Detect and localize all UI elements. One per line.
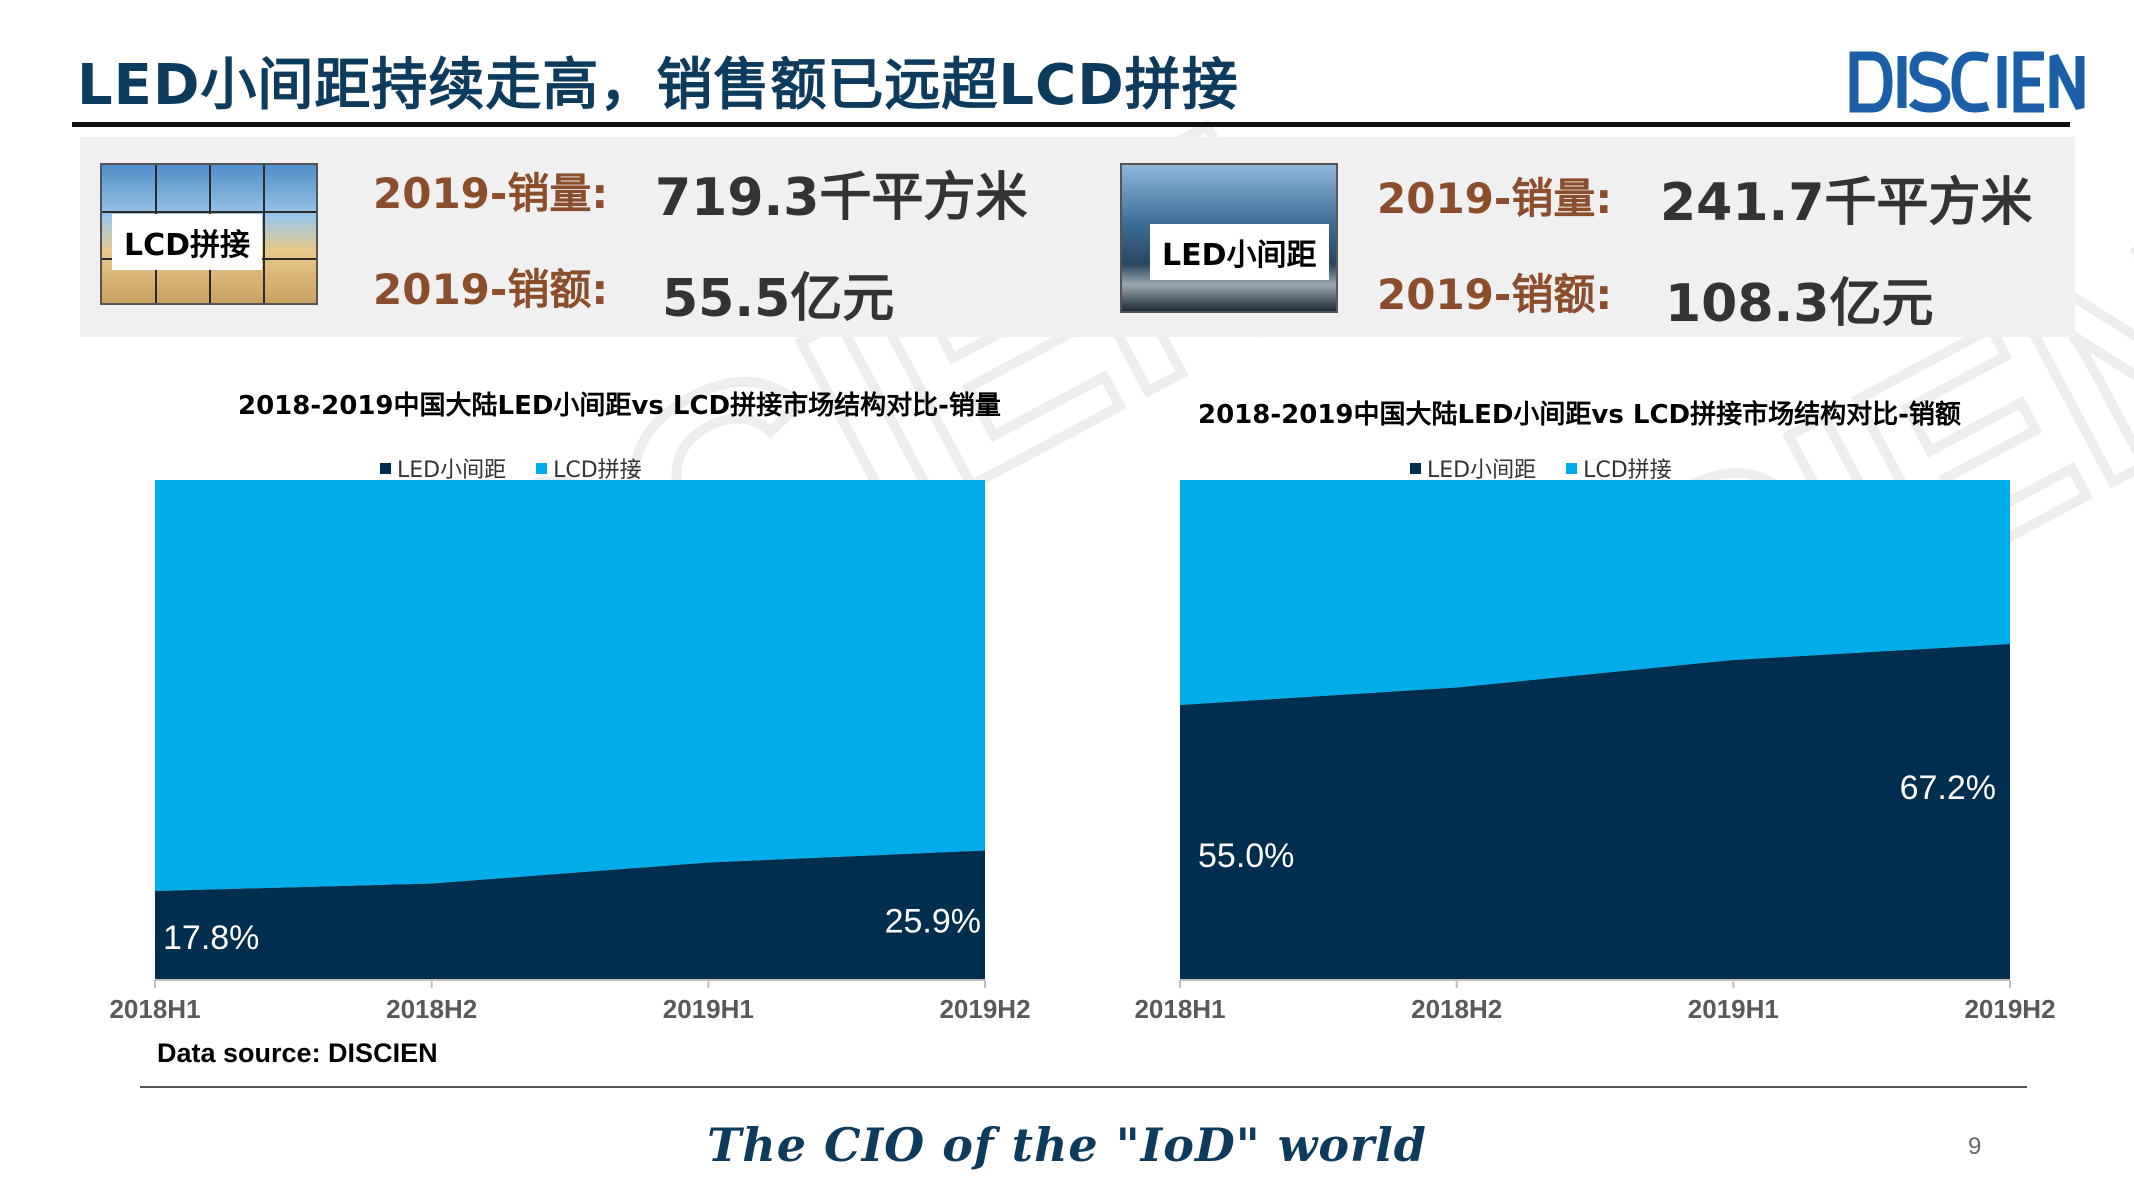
chart-volume: 2018H1 2018H2 2019H1 2019H2 17.8% 25.9% [109,480,1031,1024]
chart-volume-title: 2018-2019中国大陆LED小间距vs LCD拼接市场结构对比-销量 [238,391,1001,421]
led-amount-value: 108.3亿元 [1665,274,1934,334]
lcd-thumb-label: LCD拼接 [112,214,263,270]
legend-label-led: LED小间距 [1427,458,1537,483]
data-source: Data source: DISCIEN [157,1038,438,1068]
legend-swatch-led [380,462,391,474]
discien-logo [1848,48,2088,116]
area-lcd [1180,480,2010,705]
area-lcd [155,480,985,891]
x-tick-label: 2018H2 [386,994,477,1024]
x-tick-label: 2019H1 [1688,994,1779,1024]
data-label: 67.2% [1900,769,1996,807]
led-volume-label: 2019-销量: [1377,174,1613,223]
lcd-amount-label: 2019-销额: [373,265,609,314]
footer-rule [140,1086,2027,1088]
legend-swatch-lcd [536,462,548,474]
chart-amount-title: 2018-2019中国大陆LED小间距vs LCD拼接市场结构对比-销额 [1198,400,1961,430]
stats-banner [80,137,2075,337]
data-label: 25.9% [885,903,981,941]
legend-item-lcd: LCD拼接 [536,452,642,484]
x-tick-label: 2018H2 [1411,994,1502,1024]
chart-amount-legend: LED小间距 LCD拼接 [1410,452,1694,484]
area-led [1180,644,2010,980]
data-label: 55.0% [1198,837,1294,875]
chart-amount: 2018H1 2018H2 2019H1 2019H2 55.0% 67.2% [1134,480,2056,1024]
tagline: The CIO of the "IoD" world [707,1118,1427,1172]
legend-item-lcd: LCD拼接 [1566,452,1672,484]
page-title: LED小间距持续走高，销售额已远超LCD拼接 [77,53,1239,118]
chart-volume-legend: LED小间距 LCD拼接 [380,452,664,484]
legend-item-led: LED小间距 [1410,452,1536,484]
legend-swatch-led [1410,462,1421,474]
led-thumb-label: LED小间距 [1150,224,1329,280]
led-amount-label: 2019-销额: [1377,270,1613,319]
lcd-volume-value: 719.3千平方米 [655,168,1028,228]
legend-label-lcd: LCD拼接 [553,458,642,483]
lcd-amount-value: 55.5亿元 [662,269,895,329]
x-tick-label: 2019H2 [939,994,1030,1024]
data-label: 17.8% [163,919,259,957]
page-number: 9 [1968,1133,1982,1160]
x-tick-label: 2018H1 [1134,994,1225,1024]
x-tick-label: 2019H2 [1964,994,2055,1024]
x-tick-label: 2019H1 [663,994,754,1024]
legend-label-lcd: LCD拼接 [1583,458,1672,483]
header-rule [72,122,2070,127]
x-tick-label: 2018H1 [109,994,200,1024]
legend-swatch-lcd [1566,462,1578,474]
legend-item-led: LED小间距 [380,452,506,484]
lcd-volume-label: 2019-销量: [373,169,609,218]
legend-label-led: LED小间距 [397,458,507,483]
area-led [155,850,985,980]
led-volume-value: 241.7千平方米 [1660,173,2033,233]
